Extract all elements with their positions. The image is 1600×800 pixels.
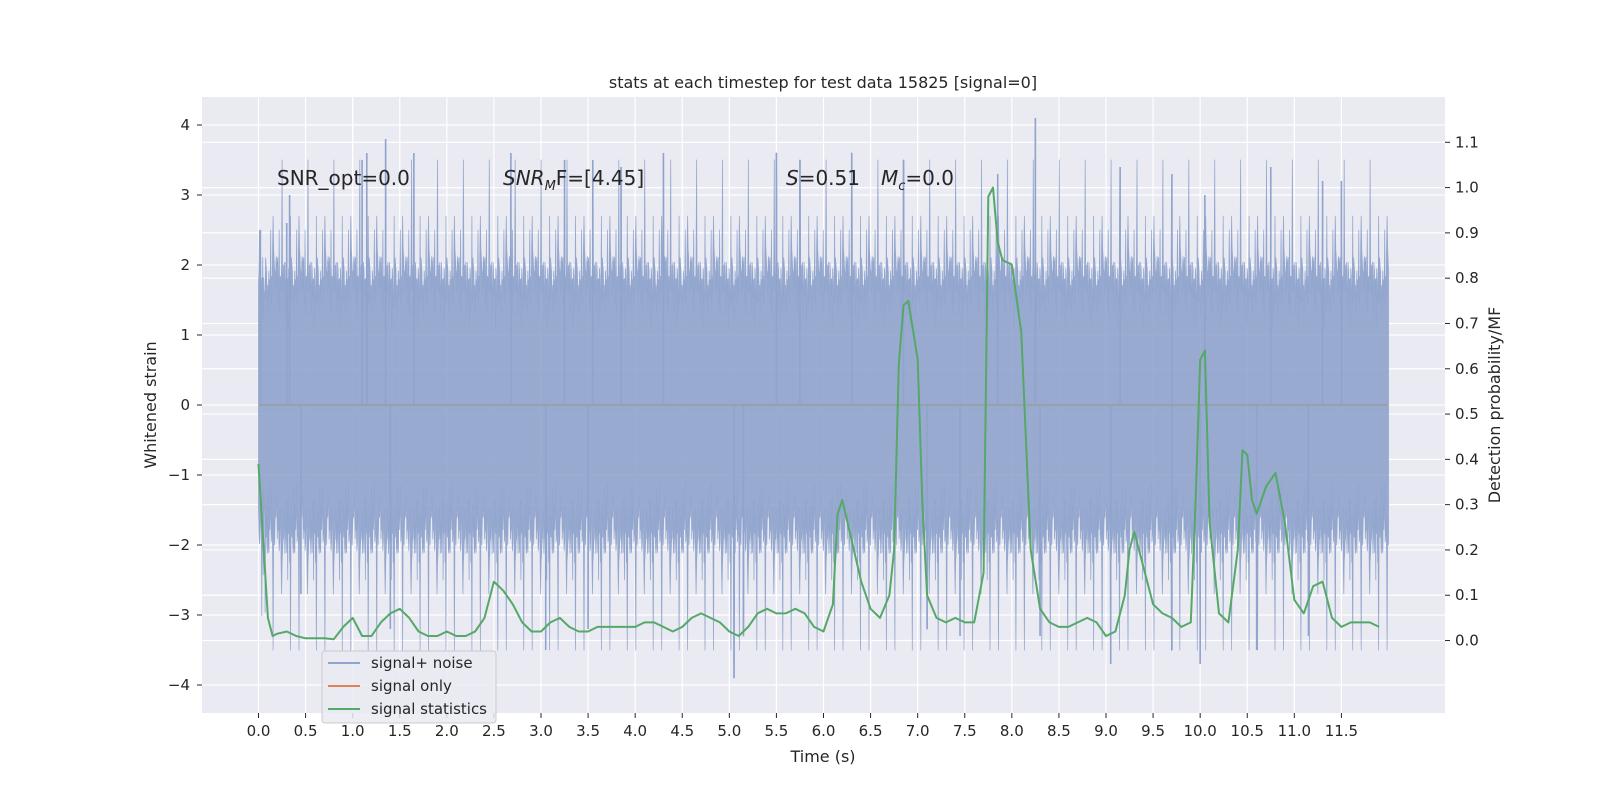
x-tick-label: 4.0 bbox=[623, 722, 647, 740]
y-left-tick-label: 0 bbox=[180, 396, 190, 414]
s-value: =0.51 bbox=[799, 166, 860, 190]
y-left-tick-label: −1 bbox=[168, 466, 190, 484]
y-left-tick-label: −3 bbox=[168, 606, 190, 624]
x-tick-label: 2.5 bbox=[482, 722, 506, 740]
legend-box bbox=[321, 650, 497, 724]
x-tick-label: 4.5 bbox=[670, 722, 694, 740]
s-label: S bbox=[786, 166, 799, 190]
chart-title: stats at each timestep for test data 158… bbox=[609, 73, 1037, 92]
x-tick-label: 8.0 bbox=[1000, 722, 1024, 740]
y-right-tick-label: 1.1 bbox=[1455, 133, 1479, 151]
x-tick-label: 9.5 bbox=[1141, 722, 1165, 740]
y-right-tick-label: 0.6 bbox=[1455, 360, 1479, 378]
legend-label-statistics: signal statistics bbox=[371, 700, 487, 718]
y-right-tick-label: 0.9 bbox=[1455, 224, 1479, 242]
x-tick-label: 6.0 bbox=[812, 722, 836, 740]
y-right-axis-ticks: 1.1 1.0 0.9 0.8 0.7 0.6 0.5 0.4 0.3 0.2 0.1 0.0 bbox=[1445, 133, 1479, 650]
y-left-tick-label: −4 bbox=[168, 676, 190, 694]
y-left-axis-ticks: 4 3 2 1 0 −1 −2 −3 −4 bbox=[168, 116, 202, 694]
y-left-tick-label: 1 bbox=[180, 326, 190, 344]
x-tick-label: 10.0 bbox=[1183, 722, 1216, 740]
annotation-s: S=0.51 bbox=[786, 166, 860, 190]
annotation-mc: Mc=0.0 bbox=[881, 166, 954, 194]
x-tick-label: 10.5 bbox=[1231, 722, 1264, 740]
annotation-snr-mf: SNRMF=[4.45] bbox=[503, 166, 644, 194]
y-right-tick-label: 0.2 bbox=[1455, 541, 1479, 559]
x-tick-label: 1.0 bbox=[341, 722, 365, 740]
mc-value: =0.0 bbox=[905, 166, 954, 190]
y-left-tick-label: 3 bbox=[180, 186, 190, 204]
x-tick-label: 7.5 bbox=[953, 722, 977, 740]
snr-mf-rest: F=[4.45] bbox=[556, 166, 644, 190]
y-right-tick-label: 0.1 bbox=[1455, 586, 1479, 604]
y-right-axis-label: Detection probability/MF bbox=[1485, 307, 1504, 504]
series-line-signal-plus-noise bbox=[258, 117, 1389, 679]
y-right-tick-label: 0.4 bbox=[1455, 450, 1479, 468]
y-right-tick-label: 0.7 bbox=[1455, 314, 1479, 332]
x-axis-label: Time (s) bbox=[789, 747, 855, 766]
mc-label: M bbox=[881, 166, 898, 190]
x-tick-label: 11.0 bbox=[1278, 722, 1311, 740]
x-tick-label: 2.0 bbox=[435, 722, 459, 740]
y-right-tick-label: 0.8 bbox=[1455, 269, 1479, 287]
x-tick-label: 1.5 bbox=[388, 722, 412, 740]
y-right-tick-label: 0.0 bbox=[1455, 632, 1479, 650]
x-tick-label: 3.5 bbox=[576, 722, 600, 740]
mc-sub: c bbox=[898, 179, 905, 194]
x-tick-label: 5.0 bbox=[717, 722, 741, 740]
x-tick-label: 9.0 bbox=[1094, 722, 1118, 740]
snr-mf-sub: M bbox=[545, 179, 556, 194]
x-tick-label: 0.5 bbox=[294, 722, 318, 740]
x-tick-label: 7.0 bbox=[906, 722, 930, 740]
x-tick-label: 8.5 bbox=[1047, 722, 1071, 740]
y-right-tick-label: 0.5 bbox=[1455, 405, 1479, 423]
y-left-tick-label: −2 bbox=[168, 536, 190, 554]
x-tick-label: 5.5 bbox=[764, 722, 788, 740]
x-tick-label: 0.0 bbox=[247, 722, 271, 740]
y-right-tick-label: 0.3 bbox=[1455, 496, 1479, 514]
y-right-tick-label: 1.0 bbox=[1455, 179, 1479, 197]
y-left-tick-label: 2 bbox=[180, 256, 190, 274]
legend-label-noise: signal+ noise bbox=[371, 654, 473, 672]
y-left-tick-label: 4 bbox=[180, 116, 190, 134]
series-line-signal-statistics bbox=[257, 186, 1380, 641]
y-left-axis-label: Whitened strain bbox=[141, 341, 160, 468]
snr-mf-base: SNR bbox=[503, 166, 545, 190]
x-tick-label: 11.5 bbox=[1325, 722, 1358, 740]
signal-plus-noise-series bbox=[258, 117, 1389, 679]
lines-layer bbox=[257, 186, 1389, 641]
x-tick-label: 6.5 bbox=[859, 722, 883, 740]
x-axis-ticks: 0.0 0.5 1.0 1.5 2.0 2.5 3.0 3.5 4.0 4.5 5.0 5.5 6.0 6… bbox=[247, 713, 1358, 740]
x-tick-label: 3.0 bbox=[529, 722, 553, 740]
annotation-snr-opt: SNR_opt=0.0 bbox=[277, 166, 410, 190]
legend-label-signal: signal only bbox=[371, 677, 452, 695]
legend: signal+ noise signal only signal statist… bbox=[321, 650, 497, 724]
